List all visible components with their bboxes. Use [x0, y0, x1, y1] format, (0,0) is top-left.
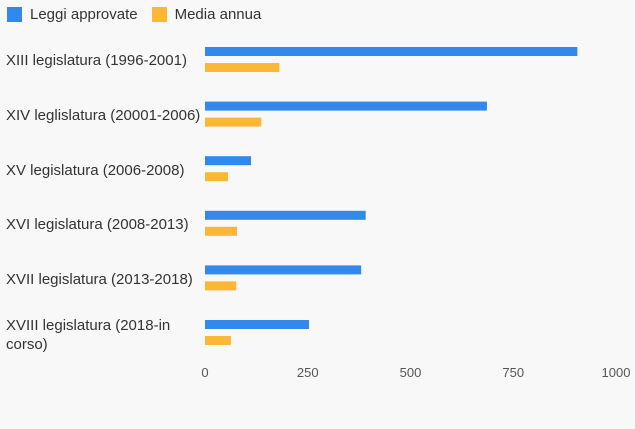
- legend-swatch-leggi-approvate: [7, 6, 22, 22]
- legend-label-leggi-approvate: Leggi approvate: [30, 5, 138, 23]
- bar-media-annua-4[interactable]: [205, 281, 237, 291]
- category-label: XV legislatura (2006-2008): [6, 162, 185, 179]
- bar-media-annua-1[interactable]: [205, 117, 262, 127]
- bar-leggi-approvate-0[interactable]: [205, 47, 578, 56]
- bar-media-annua-0[interactable]: [205, 63, 280, 72]
- bar-media-annua-2[interactable]: [205, 172, 229, 182]
- category-label: XVI legislatura (2008-2013): [6, 216, 189, 233]
- x-tick-label: 750: [502, 365, 524, 380]
- bar-leggi-approvate-4[interactable]: [205, 265, 362, 275]
- category-label: XVII legislatura (2013-2018): [6, 271, 193, 288]
- x-tick-label: 1000: [602, 365, 631, 380]
- bar-leggi-approvate-2[interactable]: [205, 156, 252, 166]
- category-label: XIII legislatura (1996-2001): [6, 52, 187, 69]
- legend-item-leggi-approvate[interactable]: Leggi approvate: [7, 6, 138, 23]
- category-label: XVIII legislatura (2018-in corso): [6, 317, 171, 353]
- legend-swatch-media-annua: [151, 6, 167, 22]
- bar-leggi-approvate-3[interactable]: [205, 210, 366, 220]
- legend-item-media-annua[interactable]: Media annua: [151, 5, 262, 23]
- x-tick-label: 500: [400, 365, 422, 380]
- bar-leggi-approvate-5[interactable]: [205, 320, 309, 329]
- category-label: XIV leglislatura (20001-2006): [6, 107, 201, 124]
- bar-leggi-approvate-1[interactable]: [205, 101, 487, 111]
- legend-label-media-annua: Media annua: [174, 5, 262, 23]
- bar-media-annua-3[interactable]: [205, 226, 238, 236]
- bar-media-annua-5[interactable]: [205, 336, 231, 345]
- x-tick-label: 250: [297, 365, 319, 380]
- x-tick-label: 0: [201, 365, 208, 380]
- chart-legend: Leggi approvate Media annua: [7, 4, 275, 24]
